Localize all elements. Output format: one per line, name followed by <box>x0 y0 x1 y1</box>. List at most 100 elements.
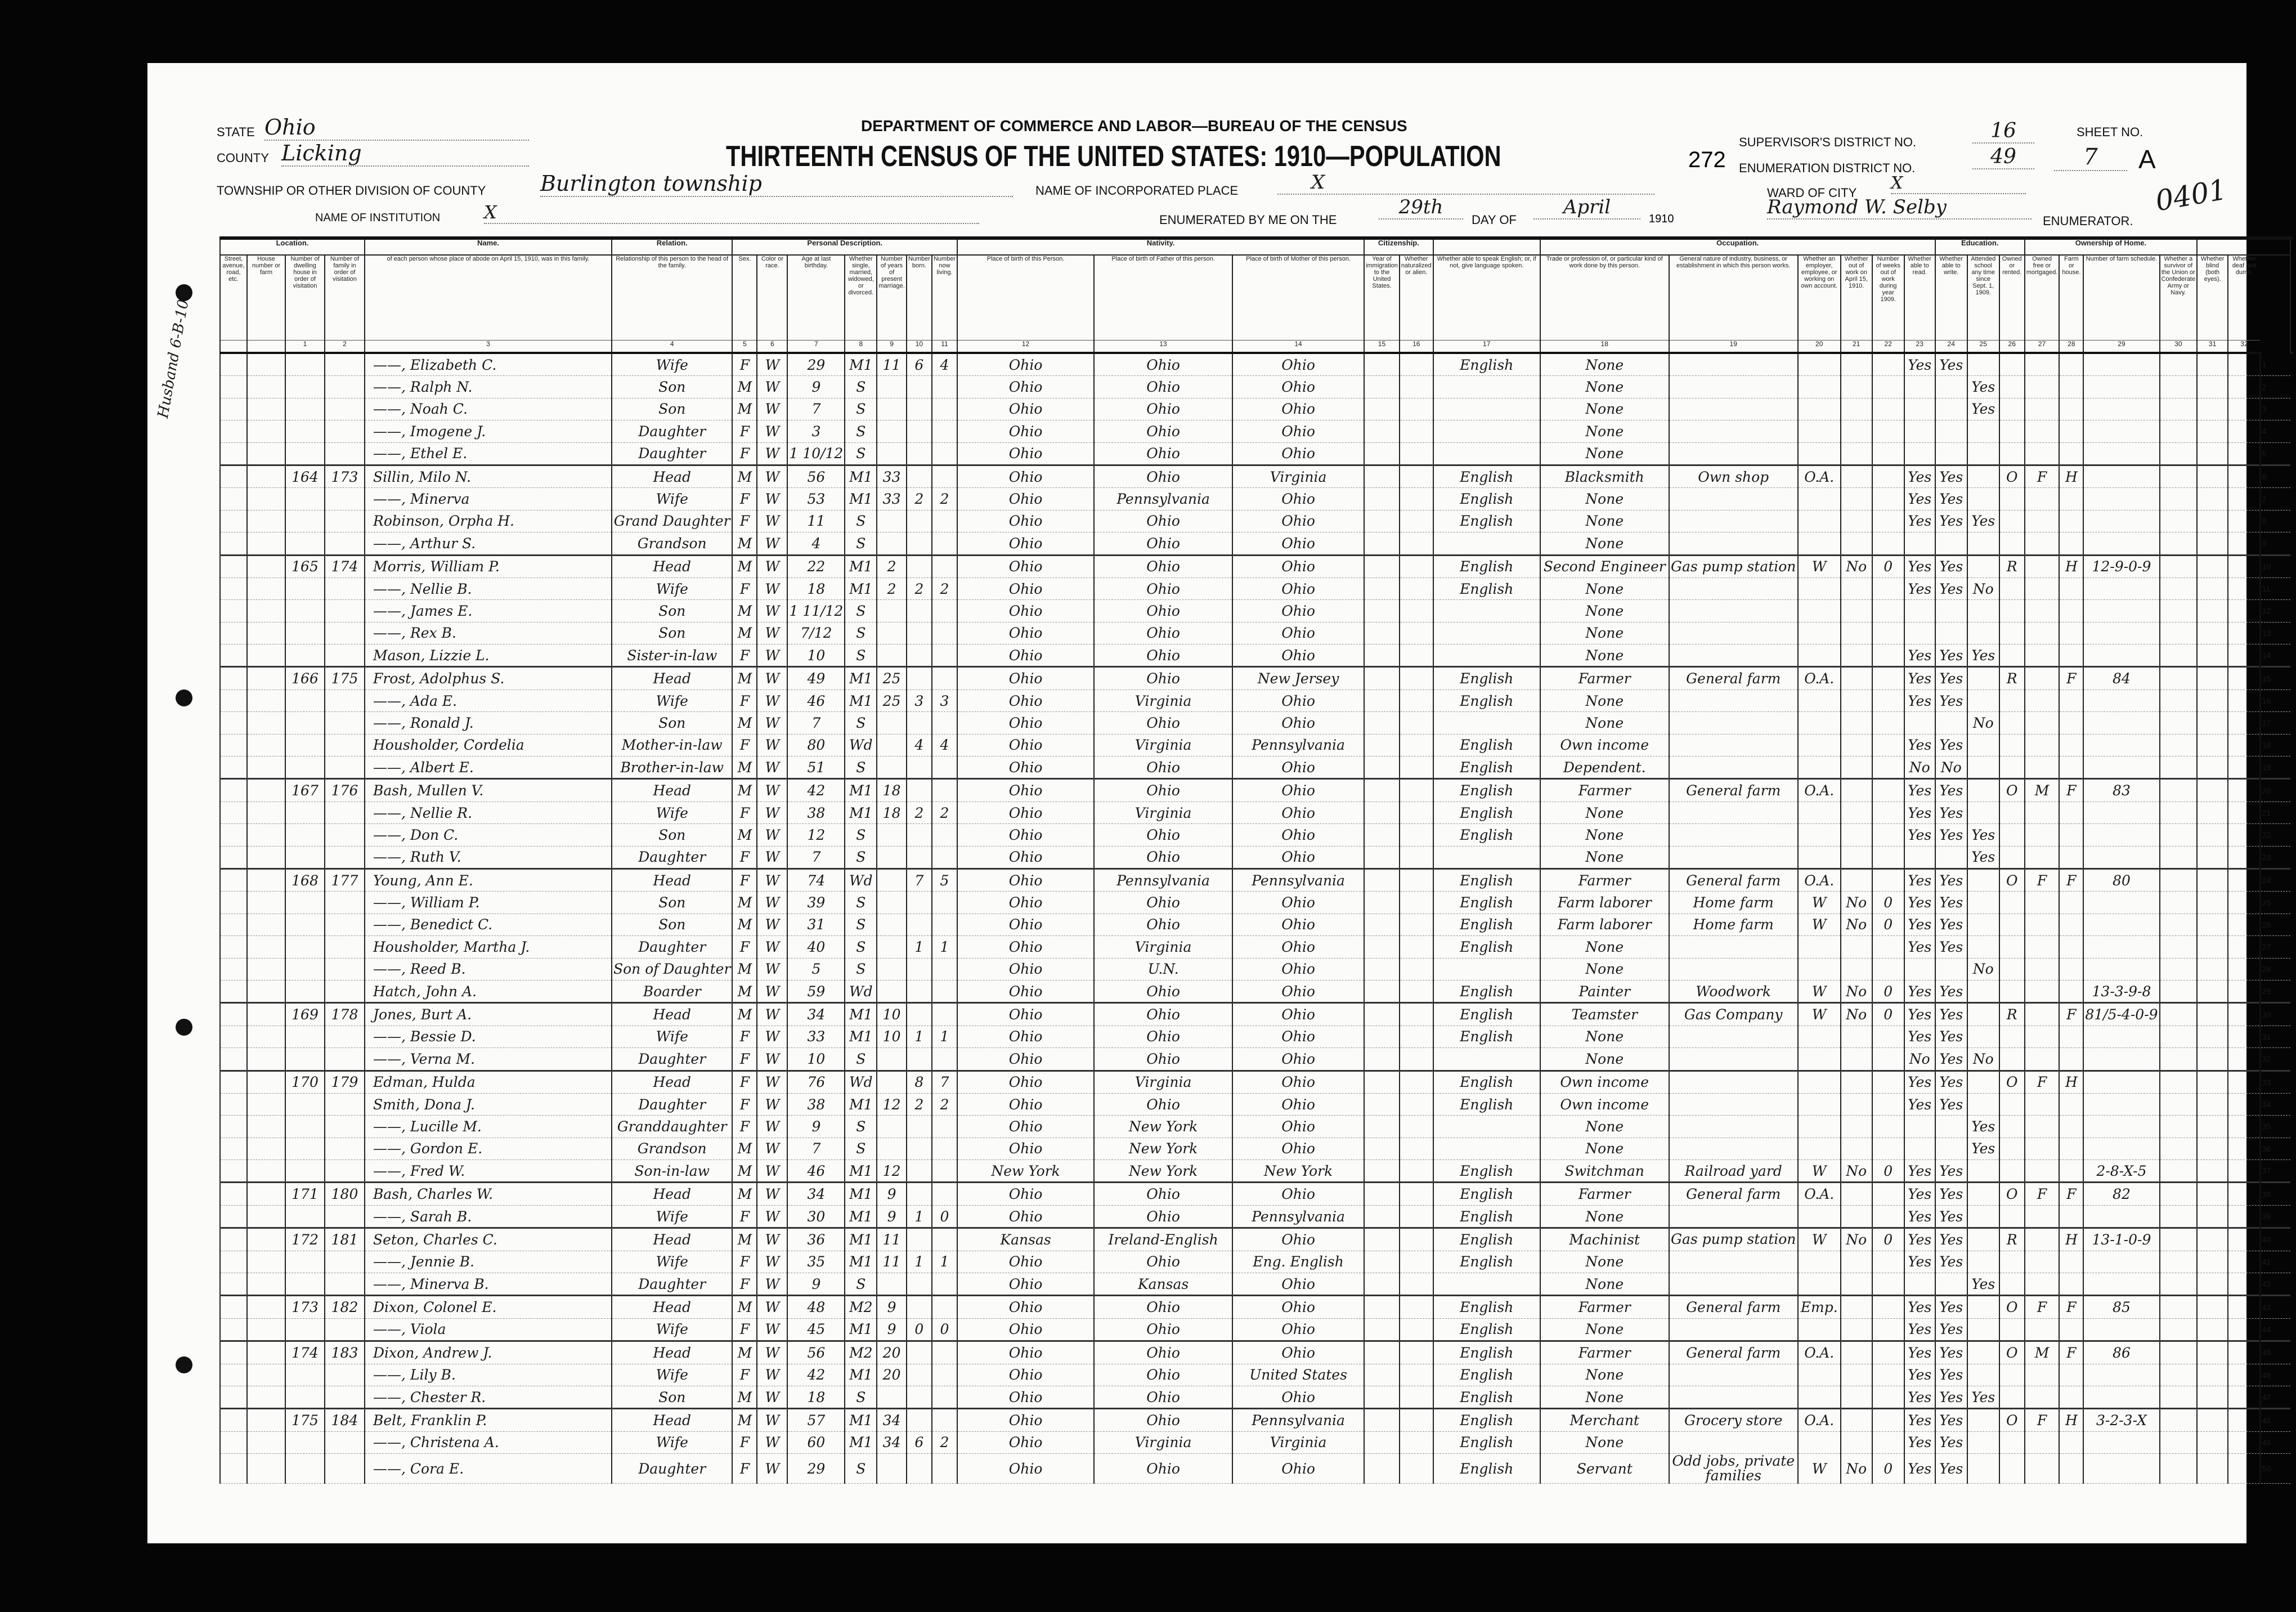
marital-cell: M1 <box>844 689 877 713</box>
age-cell: 7 <box>787 398 845 421</box>
school-cell: No <box>1966 711 1999 735</box>
industry-cell: General farm <box>1668 867 1798 892</box>
children-living-cell: 2 <box>931 1431 958 1454</box>
family-cell <box>324 442 365 465</box>
marital-cell: M1 <box>844 801 877 825</box>
farm-house-cell <box>2059 420 2084 443</box>
empty-cell <box>2159 1364 2198 1386</box>
race-cell: W <box>756 442 788 465</box>
age-cell: 74 <box>787 867 845 892</box>
relation-cell: Son <box>611 823 733 847</box>
sex-cell: M <box>732 980 757 1004</box>
sex-cell: F <box>732 1364 757 1386</box>
sex-cell: F <box>732 846 757 869</box>
can-write-cell <box>1934 375 1967 398</box>
father-birthplace-cell: Ohio <box>1093 1026 1233 1049</box>
age-cell: 46 <box>787 689 845 713</box>
name-cell: ——, Nellie B. <box>364 577 612 601</box>
race-cell: W <box>756 958 788 980</box>
marital-cell: M1 <box>844 577 877 601</box>
can-read-cell: Yes <box>1903 823 1935 847</box>
line-cell: 22 <box>2259 823 2291 847</box>
column-number: 7 <box>787 340 845 354</box>
farm-house-cell <box>2059 577 2084 601</box>
sex-cell: F <box>732 420 757 443</box>
birthplace-cell: Ohio <box>957 734 1095 757</box>
age-cell: 35 <box>787 1251 845 1274</box>
out-of-work-cell <box>1840 711 1872 735</box>
school-cell <box>1966 666 1999 690</box>
farm-house-cell: F <box>2059 867 2084 892</box>
weeks-out-cell <box>1871 1318 1904 1342</box>
children-born-cell <box>905 778 932 802</box>
sex-cell: F <box>732 1273 757 1296</box>
table-row: ——, Nellie B. Wife F W 18 M1 2 2 2 Ohio Ohio Ohio En… <box>219 577 2293 601</box>
farm-schedule-cell <box>2083 464 2160 489</box>
name-cell: Seton, Charles C. <box>364 1227 612 1251</box>
sex-cell: M <box>732 1227 757 1251</box>
family-cell <box>324 420 365 443</box>
can-write-cell: Yes <box>1934 980 1967 1004</box>
can-write-cell: Yes <box>1934 353 1967 377</box>
years-married-cell <box>876 823 907 847</box>
column-number: 20 <box>1797 340 1841 354</box>
free-mortgaged-cell <box>2024 532 2060 556</box>
empty-cell <box>1364 1093 1400 1116</box>
can-read-cell: Yes <box>1903 734 1935 757</box>
name-cell: ——, Ronald J. <box>364 711 612 735</box>
birthplace-cell: Ohio <box>957 1386 1095 1409</box>
out-of-work-cell <box>1840 1340 1872 1364</box>
dwelling-cell <box>285 734 325 757</box>
line-cell: 18 <box>2259 734 2291 757</box>
empty-cell <box>1398 846 1433 869</box>
farm-house-cell <box>2059 442 2084 465</box>
empty-cell <box>2227 666 2261 690</box>
children-born-cell: 1 <box>905 1205 932 1229</box>
line-cell: 42 <box>2259 1273 2291 1296</box>
empty-cell <box>2196 1340 2228 1364</box>
family-cell <box>324 1273 365 1296</box>
farm-schedule-cell <box>2083 891 2160 914</box>
empty-cell <box>219 1181 247 1206</box>
children-living-cell <box>931 1386 958 1409</box>
dwelling-cell <box>285 420 325 443</box>
school-cell <box>1966 464 1999 489</box>
empty-cell <box>246 487 285 511</box>
years-married-cell <box>876 958 907 980</box>
relation-cell: Daughter <box>611 935 733 959</box>
age-cell: 34 <box>787 1002 845 1026</box>
age-cell: 18 <box>787 1386 845 1409</box>
can-write-cell: Yes <box>1934 644 1967 668</box>
free-mortgaged-cell <box>2024 1273 2060 1296</box>
occupation-cell: Farm laborer <box>1539 891 1669 914</box>
line-cell: 1 <box>2259 353 2291 377</box>
free-mortgaged-cell: M <box>2024 1340 2060 1364</box>
farm-schedule-cell: 86 <box>2083 1340 2160 1364</box>
empty-cell <box>2159 891 2198 914</box>
column-number: 5 <box>732 340 757 354</box>
empty-cell <box>2227 420 2261 443</box>
employer-status-cell <box>1797 420 1841 443</box>
farm-house-cell <box>2059 1115 2084 1138</box>
family-cell <box>324 1026 365 1049</box>
column-number: 15 <box>1364 340 1400 354</box>
empty-cell <box>1398 689 1433 713</box>
empty-cell <box>2159 487 2198 511</box>
mother-birthplace-cell: Ohio <box>1232 891 1365 914</box>
occupation-cell: Dependent. <box>1539 756 1669 780</box>
empty-cell <box>2227 1205 2261 1229</box>
sex-cell: M <box>732 1386 757 1409</box>
farm-house-cell: F <box>2059 1181 2084 1206</box>
weeks-out-cell <box>1871 1431 1904 1454</box>
empty-cell <box>1398 980 1433 1004</box>
school-cell: No <box>1966 958 1999 980</box>
school-cell <box>1966 622 1999 645</box>
empty-cell <box>219 1069 247 1094</box>
birthplace-cell: Ohio <box>957 420 1095 443</box>
name-cell: ——, Minerva B. <box>364 1273 612 1296</box>
can-read-cell <box>1903 420 1935 443</box>
school-cell <box>1966 1002 1999 1026</box>
weeks-out-cell <box>1871 420 1904 443</box>
birthplace-cell: Ohio <box>957 487 1095 511</box>
dwelling-cell <box>285 935 325 959</box>
